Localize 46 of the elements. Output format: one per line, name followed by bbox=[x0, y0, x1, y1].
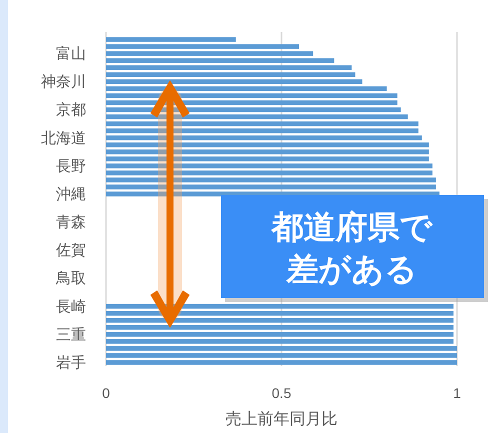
y-tick-label: 京都 bbox=[56, 102, 86, 119]
annotation: 都道府県で 差がある bbox=[221, 195, 488, 302]
bar bbox=[106, 86, 387, 92]
x-tick-label: 1 bbox=[453, 385, 462, 401]
bar bbox=[106, 353, 457, 358]
bar bbox=[106, 156, 429, 162]
x-tick-label: 0 bbox=[102, 385, 110, 401]
bar bbox=[106, 324, 454, 330]
y-tick-label: 佐賀 bbox=[56, 242, 86, 260]
bar bbox=[106, 72, 356, 78]
bar bbox=[106, 44, 300, 49]
y-tick-label: 富山 bbox=[56, 46, 86, 63]
bar bbox=[106, 318, 454, 323]
bar bbox=[106, 51, 314, 56]
bar bbox=[106, 184, 436, 190]
annotation: 都道府県で bbox=[270, 209, 434, 245]
annotation: 差がある bbox=[286, 251, 418, 287]
bar bbox=[106, 360, 457, 365]
y-tick-label: 長崎 bbox=[56, 298, 86, 316]
bar bbox=[106, 128, 418, 134]
bar bbox=[106, 164, 432, 168]
y-tick-label: 北海道 bbox=[41, 130, 86, 147]
bar bbox=[106, 65, 352, 70]
bar bbox=[106, 170, 432, 176]
bar bbox=[106, 332, 454, 337]
bar bbox=[106, 58, 334, 63]
bar bbox=[106, 149, 429, 154]
bar bbox=[106, 142, 429, 148]
bar bbox=[106, 310, 454, 316]
bar bbox=[106, 135, 422, 140]
x-tick-label: 0.5 bbox=[272, 385, 292, 401]
bar bbox=[106, 339, 454, 344]
bar bbox=[106, 79, 362, 84]
bar bbox=[106, 178, 436, 182]
y-tick-label: 沖縄 bbox=[56, 186, 86, 203]
x-axis-title: 売上前年同月比 bbox=[226, 410, 338, 428]
y-tick-label: 長野 bbox=[56, 158, 86, 175]
bar bbox=[106, 114, 408, 120]
y-tick-label: 岩手 bbox=[56, 354, 86, 372]
bar bbox=[106, 37, 236, 42]
y-tick-label: 青森 bbox=[56, 214, 86, 232]
y-tick-label: 神奈川 bbox=[41, 74, 86, 91]
y-tick-label: 三重 bbox=[56, 326, 86, 344]
bar bbox=[106, 346, 457, 351]
bar bbox=[106, 121, 418, 126]
y-tick-label: 鳥取 bbox=[55, 270, 86, 288]
